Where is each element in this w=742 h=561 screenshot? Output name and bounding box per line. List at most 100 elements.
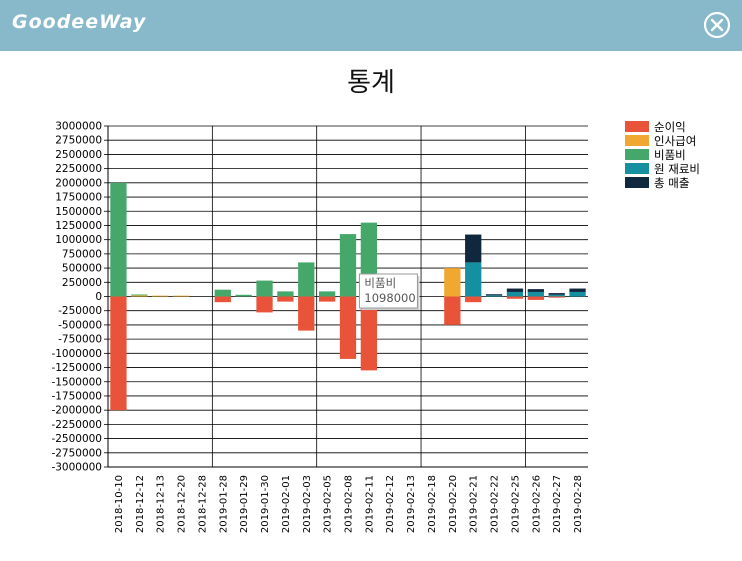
close-icon[interactable]	[703, 11, 731, 39]
legend-swatch	[625, 135, 649, 146]
bar[interactable]	[256, 280, 273, 297]
bar[interactable]	[318, 296, 336, 302]
bar[interactable]	[152, 295, 169, 297]
x-tick-label: 2019-01-30	[260, 475, 271, 533]
legend-label: 인사급여	[654, 134, 696, 148]
y-tick-label: -1500000	[51, 376, 102, 388]
legend-swatch	[625, 121, 649, 132]
bar[interactable]	[131, 295, 148, 297]
y-tick-label: 500000	[62, 263, 102, 275]
y-tick-label: 2250000	[55, 163, 102, 175]
bar[interactable]	[339, 234, 357, 297]
x-tick-label: 2019-02-01	[281, 475, 292, 533]
legend-label: 비품비	[654, 148, 686, 162]
x-tick-label: 2019-02-18	[427, 475, 438, 533]
bar[interactable]	[527, 296, 544, 300]
brand-logo: GoodeeWay	[12, 11, 147, 33]
bar[interactable]	[527, 289, 544, 292]
bar[interactable]	[277, 291, 294, 297]
legend-swatch	[625, 163, 649, 174]
y-tick-label: -1000000	[51, 348, 102, 360]
y-tick-label: 2500000	[55, 149, 102, 161]
x-tick-label: 2019-02-27	[552, 475, 563, 533]
bar[interactable]	[318, 291, 336, 297]
bar[interactable]	[485, 294, 503, 296]
y-tick-label: -1750000	[51, 390, 102, 402]
tooltip-box	[358, 273, 418, 309]
x-tick-label: 2019-02-21	[469, 475, 480, 533]
x-tick-label: 2019-02-22	[490, 475, 501, 533]
bar[interactable]	[235, 294, 252, 297]
y-tick-label: 2750000	[55, 135, 102, 147]
x-tick-label: 2019-02-25	[510, 475, 521, 533]
bar[interactable]	[172, 295, 190, 297]
bar[interactable]	[569, 288, 586, 292]
x-tick-label: 2018-12-20	[177, 475, 188, 533]
bar[interactable]	[506, 296, 524, 299]
bar[interactable]	[506, 291, 524, 297]
bar[interactable]	[131, 294, 148, 296]
bar[interactable]	[360, 296, 378, 371]
y-tick-label: 250000	[62, 277, 102, 289]
x-tick-label: 2019-01-28	[218, 475, 229, 533]
legend-label: 순이익	[654, 120, 686, 134]
legend-label: 원 재료비	[654, 162, 700, 176]
tooltip-series: 비품비	[364, 276, 396, 290]
bar[interactable]	[214, 289, 231, 297]
y-tick-label: 1000000	[55, 234, 102, 246]
y-tick-label: 0	[95, 291, 102, 303]
y-tick-label: -3000000	[51, 462, 102, 474]
bar[interactable]	[339, 296, 357, 359]
bar[interactable]	[277, 296, 294, 302]
x-tick-label: 2019-02-12	[385, 475, 396, 533]
x-tick-label: 2019-02-20	[448, 475, 459, 533]
bar[interactable]	[527, 291, 544, 297]
x-tick-label: 2018-10-10	[114, 475, 125, 533]
bar[interactable]	[444, 268, 461, 297]
legend-swatch	[625, 149, 649, 160]
y-tick-label: 750000	[62, 248, 102, 260]
y-tick-label: -750000	[58, 334, 102, 346]
bar[interactable]	[465, 296, 482, 303]
y-tick-label: -1250000	[51, 362, 102, 374]
bar[interactable]	[569, 291, 586, 297]
bar[interactable]	[256, 296, 273, 313]
app-header: GoodeeWay	[0, 0, 742, 51]
bar[interactable]	[444, 296, 461, 325]
bar[interactable]	[110, 296, 127, 411]
x-tick-label: 2019-01-29	[239, 475, 250, 533]
y-tick-label: -2500000	[51, 433, 102, 445]
bar[interactable]	[110, 182, 127, 297]
bar[interactable]	[465, 262, 482, 297]
bar[interactable]	[298, 296, 315, 331]
x-tick-label: 2019-02-03	[302, 475, 313, 533]
bar[interactable]	[548, 294, 565, 297]
bar[interactable]	[548, 293, 565, 295]
y-tick-label: 3000000	[55, 121, 102, 133]
x-tick-label: 2019-02-13	[406, 475, 417, 533]
y-tick-label: -2000000	[51, 405, 102, 417]
y-tick-label: 2000000	[55, 177, 102, 189]
chart-title: 통계	[347, 68, 395, 98]
tooltip-value: 1098000	[364, 291, 415, 305]
y-tick-label: -500000	[58, 319, 102, 331]
bar[interactable]	[214, 296, 231, 303]
x-tick-label: 2018-12-28	[197, 475, 208, 533]
x-tick-label: 2019-02-11	[364, 475, 375, 533]
bar[interactable]	[548, 296, 565, 298]
x-tick-label: 2019-02-26	[531, 475, 542, 533]
x-tick-label: 2018-12-12	[135, 475, 146, 533]
y-tick-label: 1500000	[55, 206, 102, 218]
bar[interactable]	[485, 295, 503, 297]
bar[interactable]	[298, 262, 315, 297]
legend-swatch	[625, 177, 649, 188]
bar[interactable]	[506, 288, 524, 292]
x-tick-label: 2018-12-13	[156, 475, 167, 533]
y-tick-label: -2750000	[51, 447, 102, 459]
bar[interactable]	[465, 234, 482, 263]
x-tick-label: 2019-02-05	[323, 475, 334, 533]
legend-label: 총 매출	[654, 176, 689, 190]
y-tick-label: -250000	[58, 305, 102, 317]
